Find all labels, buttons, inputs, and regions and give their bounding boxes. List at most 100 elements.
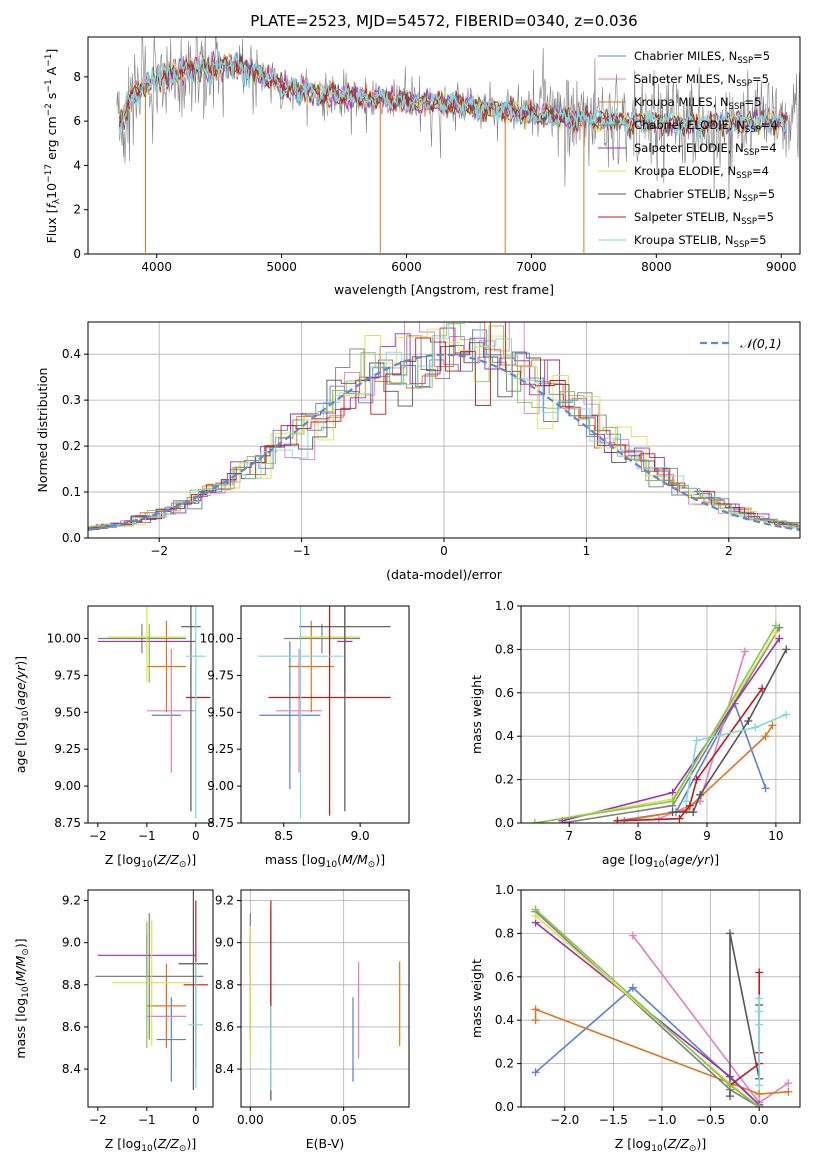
histogram-step bbox=[88, 328, 800, 530]
x-tick-label: −1.0 bbox=[647, 1113, 676, 1127]
plus-marker bbox=[755, 994, 764, 1003]
x-tick-label: 0.05 bbox=[330, 1113, 357, 1127]
y-tick-label: 0.8 bbox=[495, 642, 514, 656]
x-axis-label: wavelength [Angstrom, rest frame] bbox=[334, 282, 554, 297]
x-tick-label: −1 bbox=[138, 829, 156, 843]
y-tick-label: 0.6 bbox=[495, 970, 514, 984]
histogram-step bbox=[88, 323, 800, 530]
x-tick-label: 0.00 bbox=[237, 1113, 264, 1127]
x-tick-label: −2 bbox=[89, 829, 107, 843]
plot-area bbox=[95, 890, 209, 1091]
x-tick-label: −2.0 bbox=[550, 1113, 579, 1127]
plus-marker bbox=[726, 929, 735, 938]
y-tick-label: 0.0 bbox=[62, 531, 81, 545]
y-tick-label: 0.4 bbox=[495, 729, 514, 743]
x-tick-label: 8000 bbox=[641, 260, 672, 274]
plus-marker bbox=[628, 983, 637, 992]
x-axis-label: mass [log10(M/M⊙)] bbox=[265, 852, 385, 870]
y-tick-label: 2 bbox=[73, 203, 81, 217]
axes-residuals: −2 −1 0 1 2 0.0 0.1 0.2 0.3 0.4 (data-model)/error… bbox=[35, 321, 801, 582]
y-tick-label: 0.0 bbox=[495, 816, 514, 830]
plus-marker bbox=[685, 801, 694, 810]
errorbar-marker bbox=[283, 623, 361, 654]
weight-series-line bbox=[729, 933, 761, 1097]
plus-marker bbox=[668, 808, 677, 817]
plus-marker bbox=[531, 1016, 540, 1025]
plot-area bbox=[116, 37, 800, 253]
axes-frame bbox=[87, 36, 801, 255]
x-tick-label: −0.5 bbox=[696, 1113, 725, 1127]
x-axis-label: Z [log10(Z/Z⊙)] bbox=[615, 1136, 706, 1154]
plus-marker bbox=[531, 905, 540, 914]
plus-marker bbox=[782, 645, 791, 654]
plus-marker bbox=[771, 621, 780, 630]
x-axis-label: (data-model)/error bbox=[386, 567, 503, 582]
plus-marker bbox=[755, 1007, 764, 1016]
plot-area bbox=[97, 606, 211, 819]
x-tick-label: 0 bbox=[440, 544, 448, 558]
y-tick-label: 8.8 bbox=[215, 978, 234, 992]
x-tick-label: 1 bbox=[583, 544, 591, 558]
plus-marker bbox=[758, 684, 767, 693]
errorbar-marker bbox=[95, 913, 204, 1040]
errorbar-marker bbox=[288, 620, 335, 713]
normal-pdf-line bbox=[88, 353, 800, 531]
errorbar-marker bbox=[186, 606, 206, 819]
y-tick-label: 1.0 bbox=[495, 883, 514, 897]
plus-marker bbox=[726, 1092, 735, 1101]
legend-label: Salpeter MILES, NSSP=5 bbox=[634, 72, 769, 89]
weight-series-line bbox=[685, 713, 787, 802]
y-tick-label: 9.25 bbox=[54, 742, 81, 756]
legend-label: Kroupa STELIB, NSSP=5 bbox=[634, 233, 766, 250]
axes-frame bbox=[87, 889, 214, 1108]
legend-entry: Salpeter ELODIE, NSSP=4 bbox=[598, 141, 777, 158]
histogram-step bbox=[88, 322, 800, 530]
x-tick-label: 0 bbox=[192, 829, 200, 843]
x-tick-label: 10 bbox=[768, 829, 783, 843]
y-tick-label: 9.00 bbox=[54, 779, 81, 793]
x-tick-label: 7 bbox=[565, 829, 573, 843]
y-tick-label: 0.2 bbox=[495, 773, 514, 787]
axes-weight-vs-age: 7 8 9 10 0.0 0.2 0.4 0.6 0.8 1.0 age [log10(age/yr… bbox=[469, 599, 801, 870]
axes-mass-vs-ebv: 0.00 0.05 8.4 8.6 8.8 9.0 9.2 bbox=[215, 889, 410, 1127]
model-spectrum-line bbox=[118, 49, 788, 140]
errorbar-marker bbox=[178, 890, 209, 1091]
plot-area bbox=[530, 621, 791, 823]
plus-marker bbox=[768, 721, 777, 730]
x-axis-label: Z [log10(Z/Z⊙)] bbox=[105, 1136, 196, 1154]
y-axis-label: mass weight bbox=[469, 959, 484, 1038]
y-tick-label: 9.00 bbox=[207, 779, 234, 793]
plus-marker bbox=[744, 717, 753, 726]
x-tick-label: 9.0 bbox=[351, 829, 370, 843]
plus-marker bbox=[696, 790, 705, 799]
plus-marker bbox=[613, 816, 622, 823]
y-tick-label: 1.0 bbox=[495, 599, 514, 613]
plus-marker bbox=[628, 931, 637, 940]
y-tick-label: 8.4 bbox=[215, 1062, 234, 1076]
plus-marker bbox=[761, 732, 770, 741]
axes-frame bbox=[240, 605, 410, 824]
x-axis-label: E(B-V) bbox=[306, 1136, 345, 1151]
weight-series-line bbox=[617, 701, 767, 822]
x-tick-label: −2 bbox=[89, 1113, 107, 1127]
legend-label: Chabrier ELODIE, NSSP=4 bbox=[634, 118, 778, 135]
errorbar-marker bbox=[97, 623, 187, 654]
legend-label: Kroupa MILES, NSSP=5 bbox=[634, 95, 761, 112]
figure-title: PLATE=2523, MJD=54572, FIBERID=0340, z=0… bbox=[250, 12, 638, 30]
x-axis-label: Z [log10(Z/Z⊙)] bbox=[105, 852, 196, 870]
legend-entry: Kroupa MILES, NSSP=5 bbox=[598, 95, 761, 112]
axes-frame bbox=[240, 889, 410, 1108]
y-tick-label: 0 bbox=[73, 247, 81, 261]
x-axis-label: age [log10(age/yr)] bbox=[602, 852, 719, 870]
y-tick-label: 8.8 bbox=[62, 978, 81, 992]
x-tick-label: 8.5 bbox=[274, 829, 293, 843]
model-spectrum-line bbox=[118, 50, 788, 136]
x-tick-label: 5000 bbox=[266, 260, 297, 274]
errorbar-marker bbox=[299, 606, 391, 812]
x-tick-label: 9 bbox=[703, 829, 711, 843]
plus-marker bbox=[755, 968, 764, 977]
weight-series-line bbox=[534, 1008, 789, 1095]
errorbar-marker bbox=[276, 648, 322, 773]
y-tick-label: 9.25 bbox=[207, 742, 234, 756]
